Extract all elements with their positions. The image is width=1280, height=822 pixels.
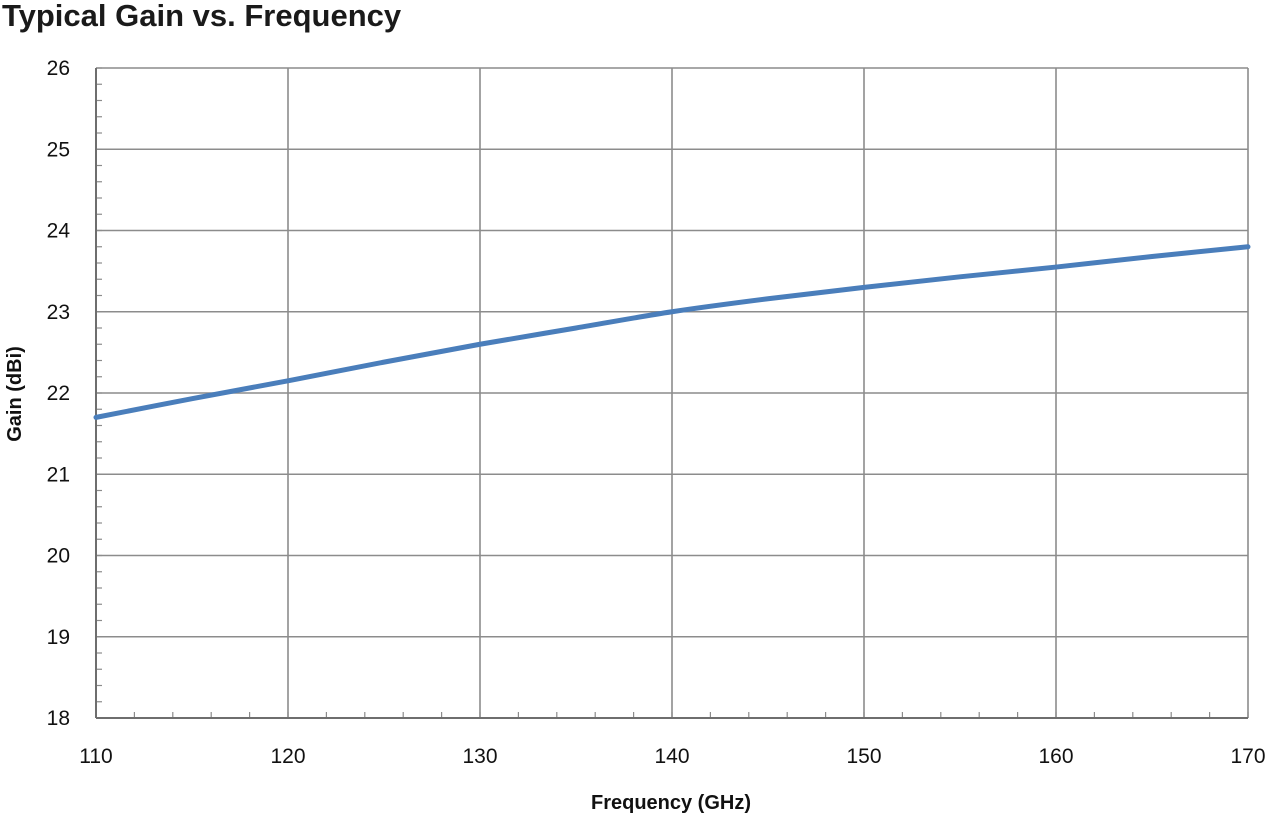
y-tick-label: 22 <box>47 382 70 405</box>
x-tick-label: 130 <box>462 745 497 768</box>
series <box>93 244 1251 420</box>
tick-labels: 110 120 130 140 150 160 170 18 19 20 21 22 23 24 25 26 <box>47 57 1266 768</box>
y-tick-label: 26 <box>47 57 70 80</box>
axes <box>95 68 1248 719</box>
chart-title: Typical Gain vs. Frequency <box>2 0 402 33</box>
y-tick-label: 25 <box>47 138 70 161</box>
x-tick-label: 150 <box>846 745 881 768</box>
y-tick-label: 23 <box>47 301 70 324</box>
x-tick-label: 170 <box>1230 745 1265 768</box>
y-tick-label: 20 <box>47 545 70 568</box>
x-tick-label: 110 <box>79 745 112 768</box>
grid <box>95 67 1249 719</box>
y-tick-label: 18 <box>47 707 70 730</box>
x-tick-label: 120 <box>270 745 305 768</box>
x-tick-label: 140 <box>654 745 689 768</box>
y-tick-label: 19 <box>47 626 70 649</box>
y-tick-label: 21 <box>47 463 70 486</box>
y-tick-label: 24 <box>47 220 71 243</box>
y-axis-title: Gain (dBi) <box>4 346 26 442</box>
gain-series-line <box>93 244 1251 420</box>
x-axis-title: Frequency (GHz) <box>591 792 751 814</box>
x-tick-label: 160 <box>1038 745 1073 768</box>
